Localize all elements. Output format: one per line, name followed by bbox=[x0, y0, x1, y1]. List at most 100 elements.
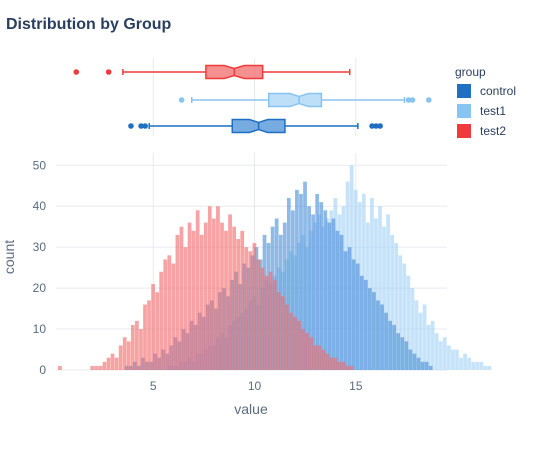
histogram-bar bbox=[288, 312, 293, 370]
histogram-bar bbox=[238, 284, 243, 370]
histogram-bar bbox=[143, 304, 147, 370]
histogram-bar bbox=[153, 353, 157, 370]
histogram-bar bbox=[327, 222, 332, 370]
histogram-bar bbox=[197, 312, 202, 370]
legend-swatch bbox=[457, 124, 471, 138]
histogram-bar bbox=[216, 206, 220, 370]
histogram-bar bbox=[118, 345, 123, 370]
histogram-bar bbox=[479, 361, 484, 370]
histogram-bar bbox=[226, 296, 230, 370]
histogram-bar bbox=[359, 275, 364, 370]
histogram-bar bbox=[291, 210, 295, 370]
grid bbox=[56, 58, 447, 371]
histogram-bar bbox=[361, 193, 366, 370]
histogram-bar bbox=[321, 226, 326, 370]
histogram-bar bbox=[244, 247, 249, 370]
histogram-bar bbox=[467, 357, 472, 370]
histogram-bar bbox=[333, 357, 338, 370]
histogram-bar bbox=[114, 357, 119, 370]
histogram-bar bbox=[220, 222, 224, 370]
histogram-bar bbox=[414, 300, 419, 370]
histogram-bar bbox=[311, 214, 316, 370]
histogram-bar bbox=[193, 324, 198, 370]
outlier-point bbox=[405, 97, 412, 103]
legend-label: control bbox=[480, 84, 516, 98]
legend-item-control: control bbox=[457, 84, 516, 98]
histogram-bar bbox=[386, 214, 390, 370]
y-tick-label: 30 bbox=[33, 240, 47, 254]
outlier-point bbox=[425, 97, 432, 103]
histogram-bar bbox=[159, 271, 164, 370]
histogram-bar bbox=[181, 329, 186, 370]
histogram-bar bbox=[447, 345, 451, 370]
outlier-point bbox=[178, 97, 185, 103]
histogram-bar bbox=[305, 247, 309, 370]
histogram-bar bbox=[201, 316, 206, 370]
legend-title: group bbox=[455, 65, 486, 79]
histogram-bar bbox=[404, 341, 409, 370]
histogram-bar bbox=[390, 234, 395, 370]
histogram-bar bbox=[341, 361, 346, 370]
histogram-bar bbox=[420, 361, 425, 370]
y-tick-label: 20 bbox=[33, 281, 47, 295]
legend-item-test2: test2 bbox=[457, 124, 506, 138]
histogram-bar bbox=[250, 255, 255, 370]
y-tick-label: 0 bbox=[39, 363, 46, 377]
histogram-bar bbox=[240, 230, 245, 370]
histogram-bar bbox=[343, 251, 348, 370]
histogram-bar bbox=[288, 251, 293, 370]
histogram-bar bbox=[157, 357, 162, 370]
histogram-bar bbox=[337, 214, 342, 370]
histogram-bar bbox=[400, 337, 405, 370]
histogram-bar bbox=[297, 243, 301, 370]
histogram-bar bbox=[167, 255, 172, 370]
histogram-bar bbox=[396, 333, 401, 370]
histogram-bar bbox=[345, 181, 350, 370]
histogram-bar bbox=[286, 198, 291, 370]
y-axis-label: count bbox=[1, 240, 17, 274]
legend: group control test1 test2 bbox=[455, 65, 516, 138]
histogram-bar bbox=[329, 210, 334, 370]
histogram-bar bbox=[382, 226, 386, 370]
chart-title: Distribution by Group bbox=[6, 16, 172, 33]
histogram-bar bbox=[341, 206, 346, 370]
x-tick-label: 15 bbox=[349, 379, 363, 393]
histogram-bar bbox=[293, 255, 297, 370]
histogram-bar bbox=[139, 329, 143, 370]
histogram-bar bbox=[110, 353, 115, 370]
histogram-bar bbox=[274, 218, 279, 370]
outlier-point bbox=[409, 97, 416, 103]
histogram-bar bbox=[351, 259, 356, 370]
histogram-bar bbox=[130, 324, 135, 370]
histogram-bar bbox=[135, 320, 139, 370]
box-body bbox=[267, 92, 323, 108]
histogram-bar bbox=[434, 333, 439, 370]
histogram-bar bbox=[295, 189, 299, 370]
histogram-bar bbox=[333, 198, 338, 370]
histogram-bar bbox=[376, 300, 380, 370]
histogram-bar bbox=[199, 234, 204, 370]
histogram-bar bbox=[230, 279, 234, 370]
histogram-bar bbox=[475, 361, 480, 370]
histogram-bar bbox=[416, 357, 421, 370]
histogram-bar bbox=[451, 349, 455, 370]
y-tick-label: 50 bbox=[33, 158, 47, 172]
histogram-bar bbox=[378, 206, 382, 370]
histogram-bar bbox=[262, 234, 267, 370]
histogram-bar bbox=[428, 365, 433, 370]
histogram-bar bbox=[412, 353, 417, 370]
histogram-bar bbox=[365, 222, 370, 370]
histogram-bar bbox=[305, 333, 309, 370]
axes: 0 10 20 30 40 50 5 10 15 bbox=[33, 158, 363, 393]
histogram-bar bbox=[94, 365, 99, 370]
histogram-bar bbox=[280, 296, 285, 370]
histogram-bar bbox=[293, 316, 297, 370]
histogram-bar bbox=[179, 226, 184, 370]
histogram-bar bbox=[388, 320, 393, 370]
histogram-bar bbox=[242, 263, 247, 370]
histogram-bar bbox=[363, 279, 368, 370]
histogram-bar bbox=[317, 345, 322, 370]
histogram-bar bbox=[424, 361, 429, 370]
histogram-bar bbox=[145, 361, 149, 370]
